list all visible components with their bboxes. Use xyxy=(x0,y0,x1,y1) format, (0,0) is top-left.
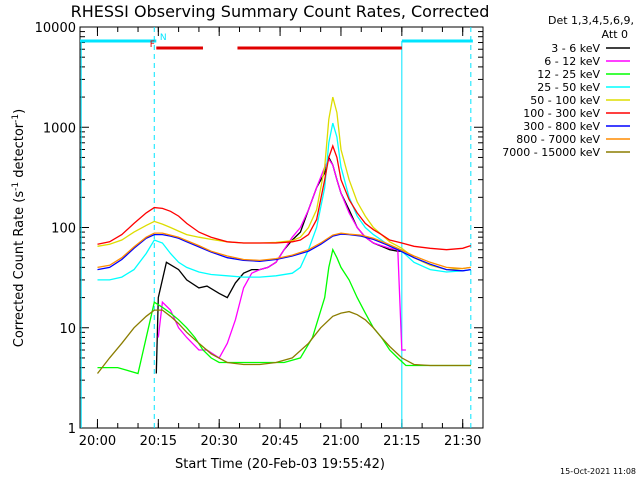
legend-label: 50 - 100 keV xyxy=(530,94,600,107)
legend-label: 300 - 800 keV xyxy=(523,120,600,133)
series-line xyxy=(97,96,471,271)
x-tick-label: 20:45 xyxy=(261,434,298,449)
y-axis-label-main: Corrected Count Rate (s xyxy=(12,191,27,348)
y-tick-label: 10000 xyxy=(35,21,76,36)
legend-header-2: Att 0 xyxy=(602,28,628,41)
flag-label: F xyxy=(150,40,155,50)
series-line xyxy=(96,309,471,374)
y-axis-label-mid: detector xyxy=(12,122,27,182)
y-tick-label: 100 xyxy=(51,222,76,237)
y-axis-label-sup2: -1 xyxy=(11,114,21,123)
y-tick-label: 1000 xyxy=(43,121,76,136)
y-tick-label: 1 xyxy=(68,422,76,437)
flag-label: N xyxy=(160,33,167,43)
legend-label: 7000 - 15000 keV xyxy=(502,146,600,159)
series-line xyxy=(97,232,471,270)
x-tick-label: 21:15 xyxy=(383,434,420,449)
legend-label: 3 - 6 keV xyxy=(551,42,600,55)
y-axis-label-end: ) xyxy=(12,109,27,114)
series-lines xyxy=(96,96,472,375)
series-line xyxy=(97,233,471,272)
legend-label: 800 - 7000 keV xyxy=(516,133,600,146)
legend-label: 100 - 300 keV xyxy=(523,107,600,120)
y-axis-label-sup1: -1 xyxy=(11,182,21,191)
x-tick-label: 21:30 xyxy=(444,434,481,449)
y-tick-label: 10 xyxy=(59,322,76,337)
x-axis-label: Start Time (20-Feb-03 19:55:42) xyxy=(175,457,385,472)
series-line xyxy=(97,247,471,375)
plot-frame xyxy=(79,26,484,429)
x-tick-label: 21:00 xyxy=(322,434,359,449)
legend-label: 25 - 50 keV xyxy=(537,81,600,94)
timestamp: 15-Oct-2021 11:08 xyxy=(560,467,636,476)
series-line xyxy=(155,155,402,374)
y-axis: 1 10 100 1000 10000 xyxy=(35,21,483,437)
time-markers xyxy=(80,27,472,428)
x-tick-label: 20:30 xyxy=(200,434,237,449)
series-line xyxy=(97,144,472,251)
legend-label: 12 - 25 keV xyxy=(537,68,600,81)
legend-label: 6 - 12 keV xyxy=(544,55,600,68)
chart-title: RHESSI Observing Summary Count Rates, Co… xyxy=(71,2,490,21)
x-axis: 20:00 20:15 20:30 20:45 21:00 21:15 21:30 xyxy=(79,27,481,449)
observing-flags: NF xyxy=(80,33,473,50)
x-tick-label: 20:15 xyxy=(140,434,177,449)
y-axis-label: Corrected Count Rate (s-1 detector-1) xyxy=(11,109,27,347)
x-tick-label: 20:00 xyxy=(79,434,116,449)
legend-header-1: Det 1,3,4,5,6,9, xyxy=(548,14,634,27)
